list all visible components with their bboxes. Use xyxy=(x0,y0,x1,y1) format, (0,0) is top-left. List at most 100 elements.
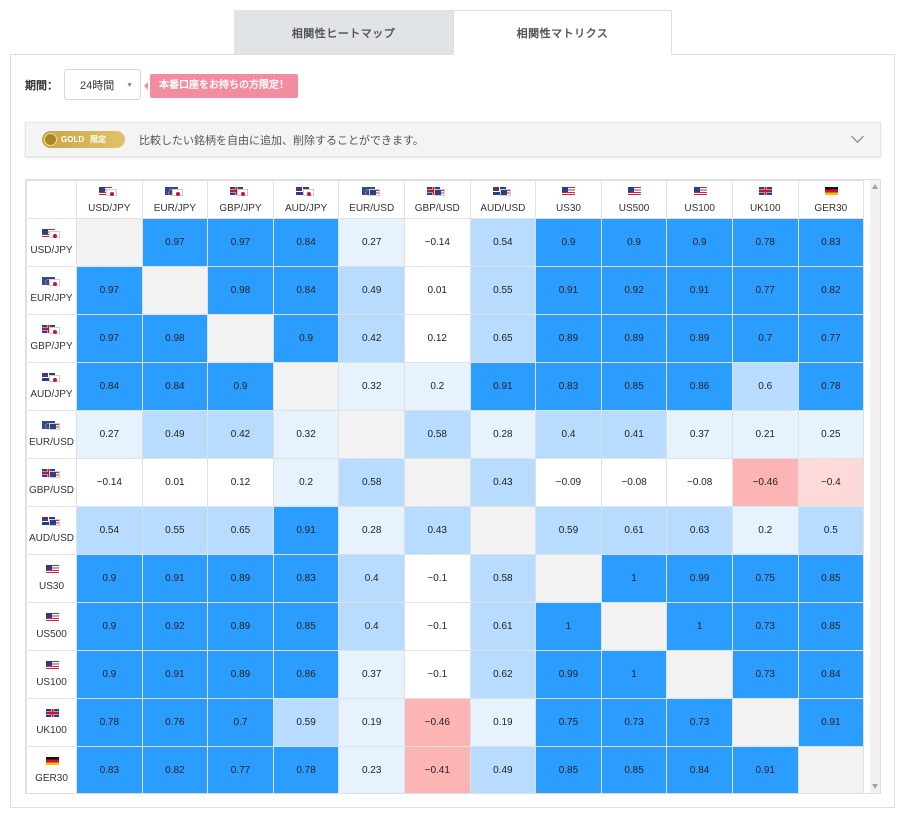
correlation-cell[interactable]: 0.32 xyxy=(272,410,340,459)
correlation-cell[interactable]: 0.73 xyxy=(600,698,668,747)
correlation-cell[interactable]: 0.61 xyxy=(469,602,537,651)
correlation-cell[interactable]: 0.25 xyxy=(797,410,865,459)
correlation-cell[interactable]: 0.89 xyxy=(666,314,733,363)
correlation-cell[interactable]: 0.84 xyxy=(141,362,209,411)
correlation-cell[interactable]: −0.14 xyxy=(403,218,471,267)
correlation-cell[interactable]: 0.41 xyxy=(600,410,668,459)
correlation-cell[interactable]: 0.01 xyxy=(141,458,209,507)
correlation-cell[interactable]: 0.54 xyxy=(76,506,143,555)
period-select[interactable]: 24時間 ▼ xyxy=(64,69,141,100)
correlation-cell[interactable]: 0.97 xyxy=(76,314,143,363)
correlation-cell[interactable]: 0.73 xyxy=(731,650,799,699)
correlation-cell[interactable]: 0.85 xyxy=(272,602,340,651)
correlation-cell[interactable]: 0.62 xyxy=(469,650,537,699)
correlation-cell[interactable]: 0.7 xyxy=(207,698,274,747)
correlation-cell[interactable]: 0.28 xyxy=(338,506,405,555)
correlation-cell[interactable]: 0.83 xyxy=(272,554,340,603)
correlation-cell[interactable]: 0.89 xyxy=(207,650,274,699)
chevron-down-icon[interactable] xyxy=(851,130,864,143)
correlation-cell[interactable]: 0.43 xyxy=(403,506,471,555)
correlation-cell[interactable]: 0.83 xyxy=(797,218,865,267)
correlation-cell[interactable]: 0.49 xyxy=(338,266,405,315)
correlation-cell[interactable]: 0.9 xyxy=(535,218,602,267)
correlation-cell[interactable]: 0.55 xyxy=(469,266,537,315)
correlation-cell[interactable]: 0.49 xyxy=(141,410,209,459)
matrix-scrollbar[interactable] xyxy=(870,180,880,793)
correlation-cell[interactable]: 0.83 xyxy=(535,362,602,411)
tab-heatmap[interactable]: 相関性ヒートマップ xyxy=(234,10,453,55)
correlation-cell[interactable]: 0.91 xyxy=(797,698,865,747)
correlation-cell[interactable]: 0.99 xyxy=(666,554,733,603)
correlation-cell[interactable]: 0.27 xyxy=(338,218,405,267)
correlation-cell[interactable]: 0.83 xyxy=(76,746,143,793)
scroll-down-icon[interactable] xyxy=(872,784,878,789)
tab-matrix[interactable]: 相関性マトリクス xyxy=(453,10,672,55)
correlation-cell[interactable]: 0.27 xyxy=(76,410,143,459)
correlation-cell[interactable]: 0.4 xyxy=(535,410,602,459)
correlation-cell[interactable]: 0.76 xyxy=(141,698,209,747)
correlation-cell[interactable]: 0.58 xyxy=(403,410,471,459)
correlation-cell[interactable]: −0.1 xyxy=(403,554,471,603)
correlation-cell[interactable]: 0.84 xyxy=(797,650,865,699)
correlation-cell[interactable]: 0.6 xyxy=(731,362,799,411)
correlation-cell[interactable]: 0.89 xyxy=(207,554,274,603)
correlation-cell[interactable]: 0.77 xyxy=(731,266,799,315)
correlation-cell[interactable]: 0.92 xyxy=(600,266,668,315)
correlation-cell[interactable]: 0.42 xyxy=(338,314,405,363)
scroll-up-icon[interactable] xyxy=(872,184,878,189)
correlation-cell[interactable]: 0.2 xyxy=(272,458,340,507)
correlation-cell[interactable]: 0.59 xyxy=(535,506,602,555)
correlation-cell[interactable]: 0.73 xyxy=(666,698,733,747)
correlation-cell[interactable]: 0.78 xyxy=(272,746,340,793)
correlation-cell[interactable]: 0.9 xyxy=(76,554,143,603)
correlation-cell[interactable]: 0.86 xyxy=(272,650,340,699)
correlation-cell[interactable]: −0.08 xyxy=(666,458,733,507)
correlation-cell[interactable]: 0.19 xyxy=(338,698,405,747)
correlation-cell[interactable]: 0.91 xyxy=(469,362,537,411)
correlation-cell[interactable]: 0.12 xyxy=(403,314,471,363)
gold-feature-bar[interactable]: GOLD 限定 比較したい銘柄を自由に追加、削除することができます。 xyxy=(25,122,881,157)
correlation-cell[interactable]: 0.63 xyxy=(666,506,733,555)
correlation-cell[interactable]: −0.46 xyxy=(403,698,471,747)
correlation-cell[interactable]: 0.9 xyxy=(76,650,143,699)
correlation-cell[interactable]: 0.84 xyxy=(666,746,733,793)
correlation-cell[interactable]: 0.97 xyxy=(76,266,143,315)
correlation-cell[interactable]: 0.73 xyxy=(731,602,799,651)
correlation-cell[interactable]: 0.9 xyxy=(207,362,274,411)
correlation-cell[interactable]: 0.42 xyxy=(207,410,274,459)
correlation-cell[interactable]: 0.91 xyxy=(272,506,340,555)
correlation-cell[interactable]: 0.82 xyxy=(797,266,865,315)
correlation-cell[interactable]: −0.14 xyxy=(76,458,143,507)
correlation-cell[interactable]: 0.82 xyxy=(141,746,209,793)
correlation-cell[interactable]: 0.9 xyxy=(600,218,668,267)
correlation-cell[interactable]: 0.55 xyxy=(141,506,209,555)
correlation-cell[interactable]: 0.84 xyxy=(272,266,340,315)
correlation-cell[interactable]: 0.58 xyxy=(338,458,405,507)
correlation-cell[interactable]: 0.37 xyxy=(666,410,733,459)
correlation-cell[interactable]: 0.86 xyxy=(666,362,733,411)
correlation-cell[interactable]: 0.98 xyxy=(141,314,209,363)
correlation-cell[interactable]: 0.97 xyxy=(141,218,209,267)
correlation-cell[interactable]: 0.91 xyxy=(535,266,602,315)
correlation-cell[interactable]: 1 xyxy=(666,602,733,651)
correlation-cell[interactable]: 0.43 xyxy=(469,458,537,507)
correlation-cell[interactable]: 0.84 xyxy=(272,218,340,267)
correlation-cell[interactable]: 0.78 xyxy=(797,362,865,411)
correlation-cell[interactable]: 0.9 xyxy=(272,314,340,363)
correlation-cell[interactable]: 0.85 xyxy=(797,554,865,603)
correlation-cell[interactable]: 0.28 xyxy=(469,410,537,459)
correlation-cell[interactable]: 1 xyxy=(535,602,602,651)
correlation-cell[interactable]: 0.54 xyxy=(469,218,537,267)
correlation-cell[interactable]: −0.1 xyxy=(403,650,471,699)
correlation-cell[interactable]: 0.89 xyxy=(207,602,274,651)
correlation-cell[interactable]: 0.91 xyxy=(141,554,209,603)
correlation-cell[interactable]: 0.59 xyxy=(272,698,340,747)
correlation-cell[interactable]: 0.4 xyxy=(338,602,405,651)
correlation-cell[interactable]: 0.7 xyxy=(731,314,799,363)
correlation-cell[interactable]: 1 xyxy=(600,554,668,603)
correlation-cell[interactable]: 0.75 xyxy=(535,698,602,747)
correlation-cell[interactable]: 1 xyxy=(600,650,668,699)
correlation-cell[interactable]: 0.4 xyxy=(338,554,405,603)
correlation-cell[interactable]: 0.5 xyxy=(797,506,865,555)
correlation-cell[interactable]: 0.85 xyxy=(600,362,668,411)
